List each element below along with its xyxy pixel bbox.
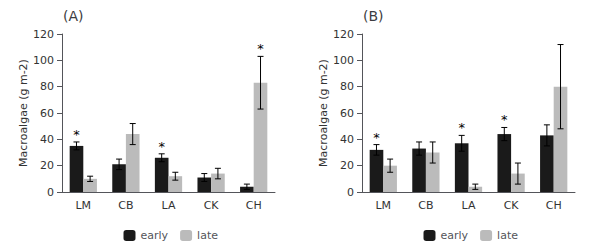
svg-text:*: *	[257, 41, 264, 56]
svg-text:LA: LA	[462, 199, 476, 212]
svg-text:early: early	[441, 229, 469, 242]
svg-text:CB: CB	[418, 199, 433, 212]
svg-text:LA: LA	[162, 199, 176, 212]
svg-text:(B): (B)	[363, 8, 384, 24]
svg-text:LM: LM	[75, 199, 91, 212]
svg-text:60: 60	[40, 107, 54, 120]
svg-text:Macroalgae (g m-2): Macroalgae (g m-2)	[17, 59, 30, 167]
svg-text:Macroalgae (g m-2): Macroalgae (g m-2)	[317, 59, 330, 167]
svg-text:60: 60	[340, 107, 354, 120]
svg-text:40: 40	[40, 133, 54, 146]
svg-text:CH: CH	[246, 199, 262, 212]
svg-text:CB: CB	[118, 199, 133, 212]
svg-text:100: 100	[333, 54, 354, 67]
svg-text:0: 0	[347, 186, 354, 199]
svg-text:(A): (A)	[63, 8, 84, 24]
svg-text:late: late	[497, 229, 518, 242]
svg-text:early: early	[141, 229, 169, 242]
svg-text:20: 20	[340, 159, 354, 172]
svg-text:*: *	[73, 127, 80, 142]
svg-text:*: *	[501, 112, 508, 127]
svg-text:80: 80	[40, 80, 54, 93]
svg-text:CK: CK	[504, 199, 520, 212]
svg-text:20: 20	[40, 159, 54, 172]
svg-text:*: *	[458, 120, 465, 135]
svg-text:late: late	[197, 229, 218, 242]
svg-text:CK: CK	[204, 199, 220, 212]
svg-text:40: 40	[340, 133, 354, 146]
svg-text:100: 100	[33, 54, 54, 67]
svg-text:0: 0	[47, 186, 54, 199]
svg-text:80: 80	[340, 80, 354, 93]
svg-text:*: *	[158, 139, 165, 154]
svg-text:120: 120	[333, 28, 354, 41]
svg-text:*: *	[373, 130, 380, 145]
svg-text:120: 120	[33, 28, 54, 41]
svg-text:LM: LM	[375, 199, 391, 212]
svg-text:CH: CH	[546, 199, 562, 212]
